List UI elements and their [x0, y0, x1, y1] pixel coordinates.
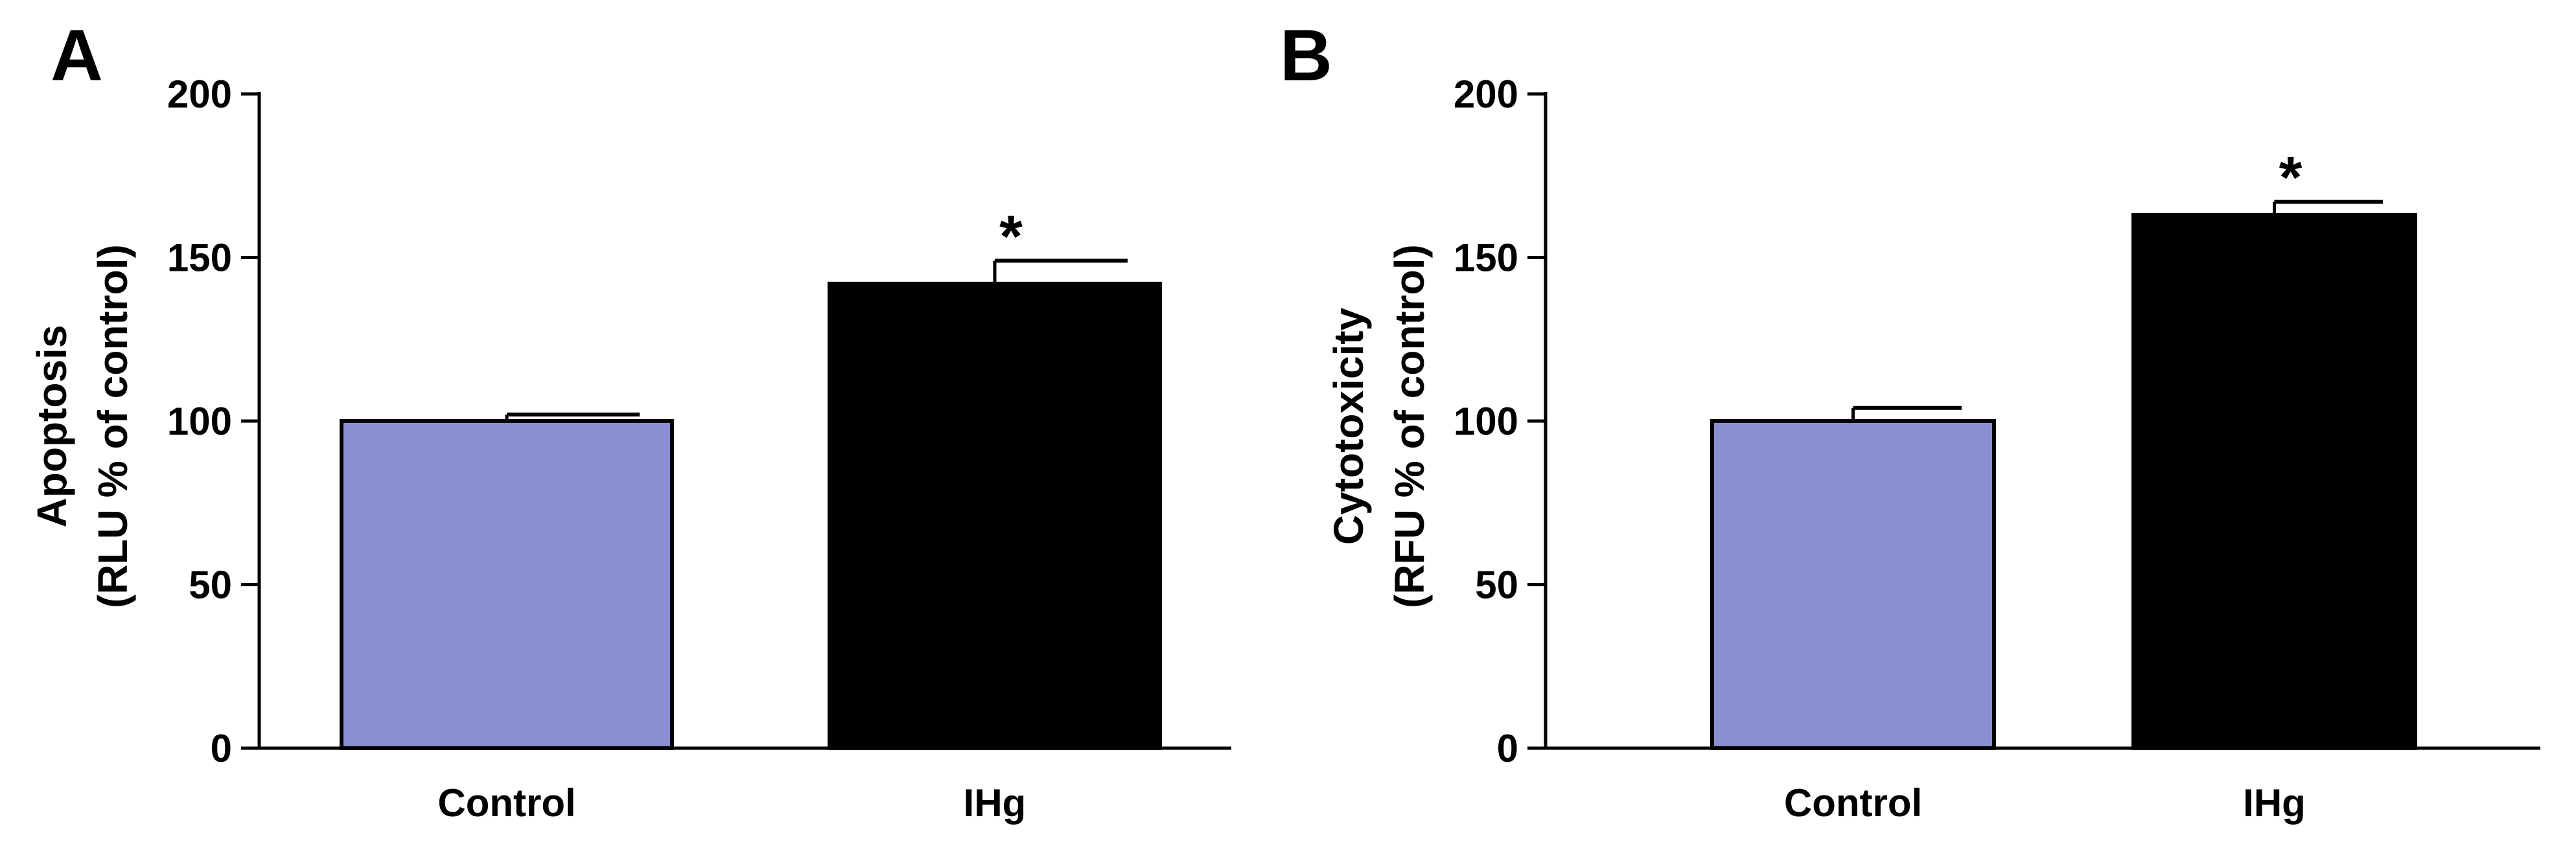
x-axis-labels-a: Control IHg: [437, 781, 1026, 825]
y-axis-title-a-line1: Apoptosis: [29, 325, 75, 528]
y-axis-ticks-a: 0 50 100 150 200: [167, 73, 259, 770]
y-tick-label-a: 150: [167, 236, 232, 280]
bar-ihg: [828, 281, 1162, 750]
x-axis-labels-b: Control IHg: [1784, 781, 2306, 825]
y-tick-label-b: 100: [1454, 400, 1518, 443]
panel-b: B Cytotoxicity (RFU % of control) 0 50 100…: [1280, 15, 2540, 825]
x-category-label: Control: [1784, 781, 1922, 825]
y-axis-title-a-line2: (RLU % of control): [89, 244, 136, 608]
panel-letter-a: A: [51, 15, 103, 96]
bars-a: *: [340, 204, 1162, 750]
y-tick-label-a: 0: [211, 727, 232, 770]
panel-a: A Apoptosis (RLU % of control) 0 50 100 150…: [29, 15, 1231, 825]
y-axis-title-b-line1: Cytotoxicity: [1325, 307, 1372, 545]
panel-letter-b: B: [1280, 15, 1332, 96]
x-category-label: IHg: [2243, 781, 2306, 825]
significance-marker: *: [2279, 145, 2303, 211]
y-tick-label-b: 200: [1454, 73, 1518, 116]
bar-ihg: [2131, 212, 2417, 751]
y-tick-label-b: 150: [1454, 236, 1518, 280]
bars-b: *: [1710, 145, 2417, 751]
x-category-label: IHg: [964, 781, 1027, 825]
y-tick-label-a: 50: [189, 564, 232, 607]
bar-control: [1710, 419, 1996, 750]
y-axis-ticks-b: 0 50 100 150 200: [1454, 73, 1546, 770]
y-tick-label-b: 50: [1475, 564, 1518, 607]
y-axis-title-b-line2: (RFU % of control): [1386, 244, 1433, 608]
y-tick-label-a: 200: [167, 73, 232, 116]
x-category-label: Control: [437, 781, 575, 825]
significance-marker: *: [999, 204, 1023, 270]
bar-control: [340, 419, 674, 750]
y-tick-label-a: 100: [167, 400, 232, 443]
y-tick-label-b: 0: [1497, 727, 1518, 770]
